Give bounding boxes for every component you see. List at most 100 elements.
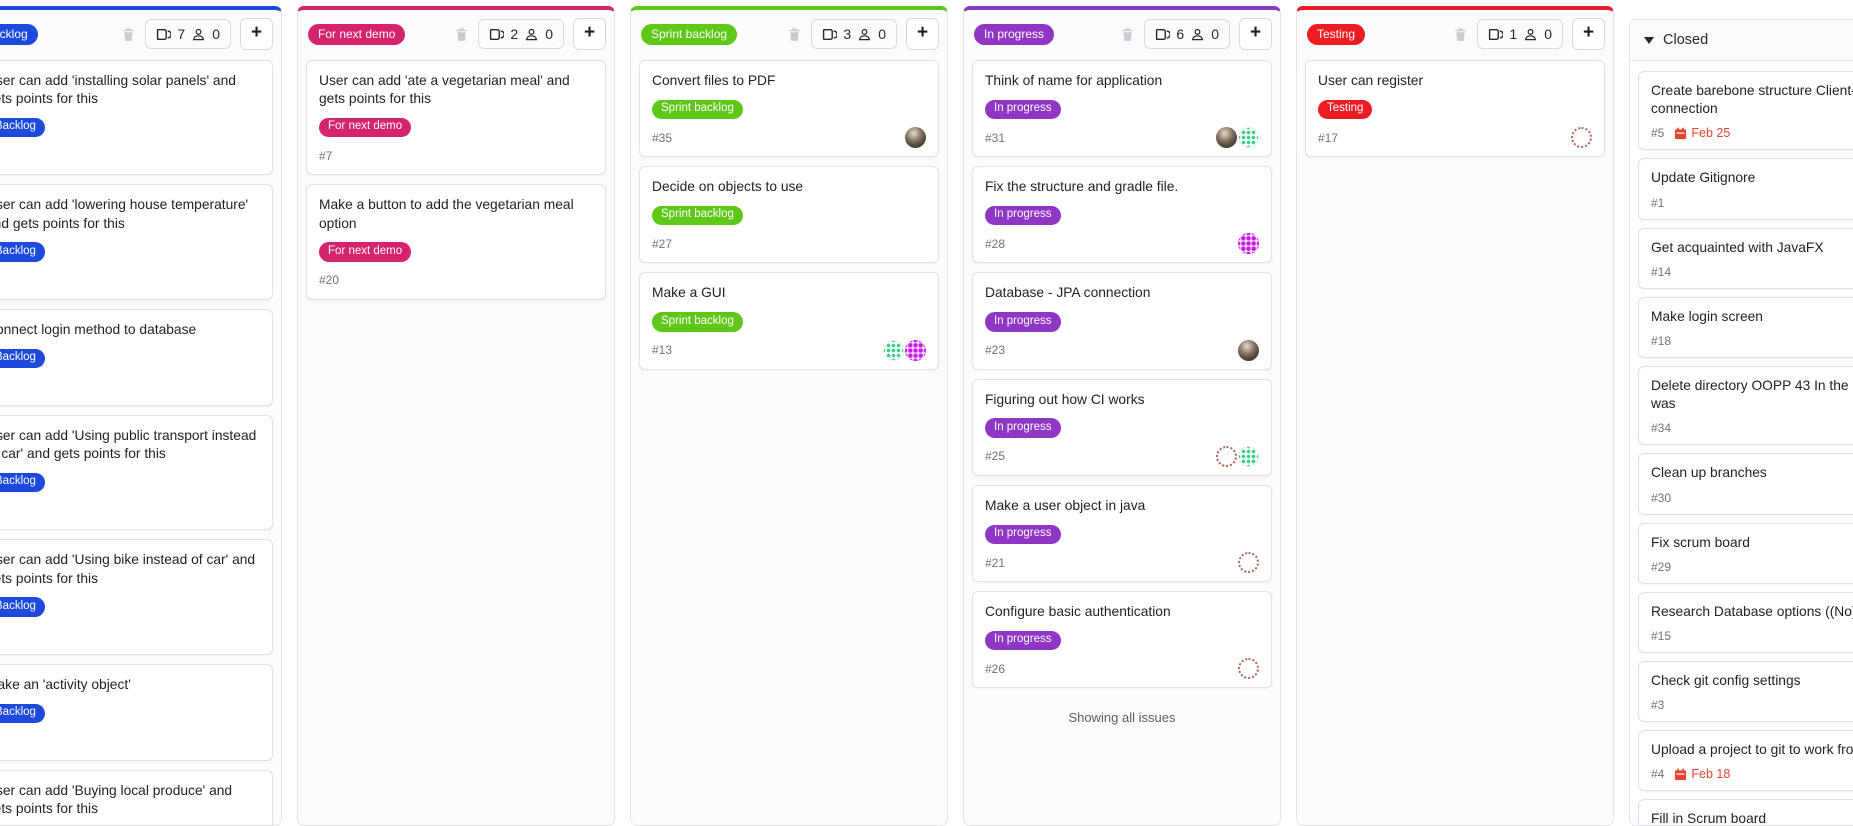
issue-card[interactable]: User can add 'lowering house temperature… xyxy=(0,184,273,300)
issue-card[interactable]: User can add 'Using bike instead of car'… xyxy=(0,539,273,655)
card-label-row: For next demo xyxy=(319,116,593,138)
person-icon xyxy=(524,27,539,42)
issue-card[interactable]: Convert files to PDF Sprint backlog #35 xyxy=(639,60,939,158)
column-footer-text: Showing all issues xyxy=(1068,710,1176,726)
card-meta: #15 xyxy=(1651,627,1853,645)
issue-number: #31 xyxy=(985,130,1006,145)
delete-column-button[interactable] xyxy=(454,27,469,42)
card-title: User can add 'Using public transport ins… xyxy=(0,428,257,462)
card-label-row: Backlog xyxy=(0,702,260,724)
note-icon xyxy=(489,27,505,42)
card-label-row: In progress xyxy=(985,629,1259,651)
issue-number: #20 xyxy=(319,273,340,288)
issue-card[interactable]: Create barebone structure Client-Server … xyxy=(1638,71,1853,151)
cards-count: 1 xyxy=(1509,26,1518,42)
cards-count: 7 xyxy=(177,26,186,42)
issue-number: #13 xyxy=(652,343,673,358)
add-card-button[interactable]: + xyxy=(240,18,273,50)
issue-card[interactable]: Update Gitignore #1 xyxy=(1638,158,1853,220)
card-label-row: Backlog xyxy=(0,596,260,617)
note-icon xyxy=(156,27,172,42)
add-card-button[interactable]: + xyxy=(906,18,939,50)
issue-card[interactable]: Connect login method to database Backlog xyxy=(0,308,273,407)
issue-card[interactable]: Check git config settings #3 xyxy=(1638,661,1853,723)
issue-card[interactable]: Make a user object in java In progress #21 xyxy=(972,484,1272,583)
issue-card[interactable]: User can add 'Buying local produce' and … xyxy=(0,770,273,825)
card-label-pill: Backlog xyxy=(0,117,45,138)
issue-number: #15 xyxy=(1651,629,1672,644)
card-label-pill: Sprint backlog xyxy=(652,312,743,332)
card-title: Decide on objects to use xyxy=(652,179,804,195)
due-date: Feb 25 xyxy=(1674,126,1730,140)
assignee-avatars xyxy=(1237,552,1259,574)
assignee-avatars xyxy=(1237,233,1259,255)
column-backlog: Backlog70+User can add 'installing solar… xyxy=(0,6,282,826)
issue-card[interactable]: User can add 'ate a vegetarian meal' and… xyxy=(306,60,606,176)
delete-column-button[interactable] xyxy=(787,27,802,42)
issue-card[interactable]: Fill in Scrum board xyxy=(1638,799,1853,825)
assignee-avatars xyxy=(882,339,926,361)
issue-card[interactable]: Figuring out how CI works In progress #25 xyxy=(972,378,1272,476)
issue-card[interactable]: Make an 'activity object' Backlog xyxy=(0,663,273,762)
issue-card[interactable]: User can add 'installing solar panels' a… xyxy=(0,60,273,176)
due-date-text: Feb 18 xyxy=(1691,767,1731,782)
issue-card[interactable]: User can add 'Using public transport ins… xyxy=(0,415,273,531)
card-meta: #34 xyxy=(1651,419,1853,437)
delete-column-button[interactable] xyxy=(121,27,136,42)
card-meta: #7 xyxy=(319,145,593,166)
issue-card[interactable]: User can register Testing #17 xyxy=(1305,60,1605,158)
issue-number: #21 xyxy=(985,555,1006,570)
card-label-pill: Backlog xyxy=(0,472,45,493)
card-meta: #18 xyxy=(1651,332,1853,350)
add-card-button[interactable]: + xyxy=(1239,18,1272,50)
card-title: Make login screen xyxy=(1651,308,1763,324)
note-icon xyxy=(1488,27,1504,42)
card-title: Configure basic authentication xyxy=(985,604,1171,620)
person-icon xyxy=(191,27,206,42)
card-title: Update Gitignore xyxy=(1651,170,1756,186)
add-card-button[interactable]: + xyxy=(1572,18,1605,50)
closed-column-toggle[interactable]: Closed xyxy=(1630,20,1853,61)
issue-card[interactable]: Delete directory OOPP 43 In the beginnin… xyxy=(1638,366,1853,446)
issue-number: #5 xyxy=(1651,126,1665,141)
triangle-down-icon xyxy=(1644,36,1654,44)
card-title: Make a button to add the vegetarian meal… xyxy=(319,197,574,231)
card-label-row: Testing xyxy=(1318,98,1592,120)
issue-card[interactable]: Think of name for application In progress… xyxy=(972,60,1272,158)
card-label-row: Sprint backlog xyxy=(652,311,926,332)
issue-card[interactable]: Database - JPA connection In progress #23 xyxy=(972,272,1272,370)
issue-card[interactable]: Make login screen #18 xyxy=(1638,296,1853,359)
card-label-row: Backlog xyxy=(0,347,260,369)
issue-card[interactable]: Upload a project to git to work from #4 Fe… xyxy=(1638,730,1853,792)
card-label-row: Backlog xyxy=(0,116,260,138)
issue-card[interactable]: Configure basic authentication In progres… xyxy=(972,591,1272,689)
issue-card[interactable]: Fix the structure and gradle file. In pro… xyxy=(972,166,1272,264)
card-meta: #31 xyxy=(985,127,1259,149)
card-label-row: In progress xyxy=(985,204,1259,226)
avatar-identicon-green xyxy=(1238,445,1259,467)
issue-card[interactable]: Make a button to add the vegetarian meal… xyxy=(306,184,606,300)
cards-count: 6 xyxy=(1176,26,1185,42)
column-in-progress: In progress 6 0 + Think of name for applicat… xyxy=(963,6,1281,826)
card-title: Get acquainted with JavaFX xyxy=(1651,239,1824,255)
card-title: User can add 'installing solar panels' a… xyxy=(0,73,236,107)
card-title: Fix scrum board xyxy=(1651,534,1750,550)
add-card-button[interactable]: + xyxy=(573,18,606,50)
card-meta: #17 xyxy=(1318,127,1592,149)
delete-column-button[interactable] xyxy=(1120,27,1135,42)
issue-card[interactable]: Fix scrum board #29 xyxy=(1638,522,1853,584)
issue-card[interactable]: Get acquainted with JavaFX #14 xyxy=(1638,227,1853,289)
trash-icon xyxy=(1120,27,1135,42)
card-meta: #26 xyxy=(985,658,1259,680)
column-closed: Closed Create barebone structure Client-S… xyxy=(1629,19,1853,826)
issue-card[interactable]: Make a GUI Sprint backlog #13 xyxy=(639,272,939,370)
calendar-icon xyxy=(1674,768,1687,781)
issue-card[interactable]: Clean up branches #30 xyxy=(1638,453,1853,515)
delete-column-button[interactable] xyxy=(1453,27,1468,42)
card-list: Create barebone structure Client-Server … xyxy=(1630,61,1853,825)
issue-card[interactable]: Decide on objects to use Sprint backlog #2… xyxy=(639,166,939,264)
card-meta: #20 xyxy=(319,270,593,291)
card-title: Create barebone structure Client-Server … xyxy=(1651,83,1853,117)
issue-card[interactable]: Research Database options ((No)SQL?) #15 xyxy=(1638,591,1853,654)
